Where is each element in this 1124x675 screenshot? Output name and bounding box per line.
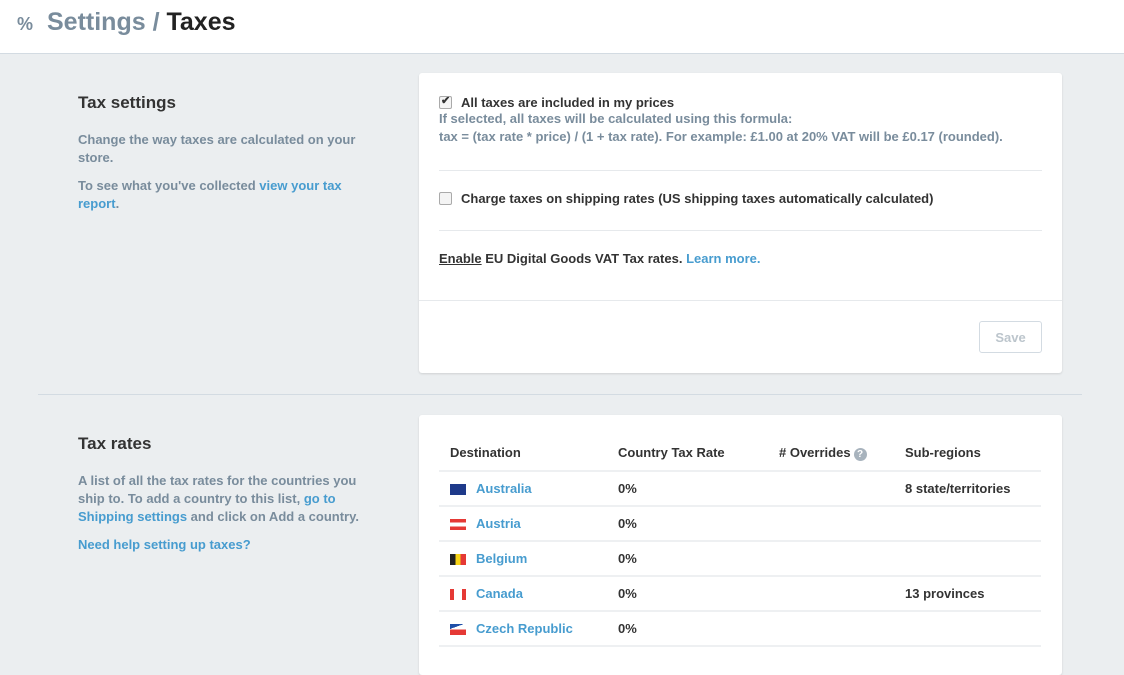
divider [439, 230, 1042, 231]
help-icon[interactable]: ? [853, 447, 867, 461]
included-label[interactable]: All taxes are included in my prices [461, 95, 675, 110]
collected-prefix: To see what you've collected [78, 178, 260, 193]
country-link[interactable]: Belgium [476, 551, 528, 566]
destination-cell: Canada [439, 576, 607, 612]
table-row: Canada 0% 13 provinces [439, 576, 1041, 612]
country-link[interactable]: Czech Republic [476, 621, 573, 636]
save-button[interactable]: Save [979, 321, 1042, 353]
breadcrumb-separator: / [152, 8, 160, 36]
subregions-cell [894, 541, 1041, 577]
option-shipping: Charge taxes on shipping rates (US shipp… [439, 191, 1042, 206]
rate-cell: 0% [607, 471, 768, 507]
help-taxes-link[interactable]: Need help setting up taxes? [78, 537, 251, 552]
flag-icon [450, 589, 466, 601]
flag-icon [450, 554, 466, 566]
rate-cell: 0% [607, 611, 768, 647]
shipping-label[interactable]: Charge taxes on shipping rates (US shipp… [461, 191, 934, 206]
desc-suffix: and click on Add a country. [187, 509, 359, 524]
rate-cell: 0% [607, 576, 768, 612]
option-eu: Enable EU Digital Goods VAT Tax rates. L… [439, 251, 1042, 266]
included-help-1: If selected, all taxes will be calculate… [439, 111, 793, 126]
col-subregions: Sub-regions [894, 435, 1041, 472]
desc-prefix: A list of all the tax rates for the coun… [78, 473, 357, 506]
country-link[interactable]: Australia [476, 481, 532, 496]
rate-cell: 0% [607, 541, 768, 577]
table-row: Australia 0% 8 state/territories [439, 471, 1041, 507]
eu-text: EU Digital Goods VAT Tax rates. [481, 251, 687, 266]
view-tax-report-link[interactable]: view your tax report [78, 178, 342, 211]
percent-icon: % [17, 14, 34, 34]
section-desc: Change the way taxes are calculated on y… [78, 132, 356, 165]
included-checkbox[interactable] [439, 94, 452, 109]
tax-rates-desc: A list of all the tax rates for the coun… [78, 472, 368, 526]
subregions-cell: 13 provinces [894, 576, 1041, 612]
overrides-cell [768, 576, 894, 612]
section-title: Tax rates [78, 434, 152, 453]
tax-rates-description: Tax rates A list of all the tax rates fo… [78, 433, 368, 564]
rate-cell: 0% [607, 506, 768, 542]
col-rate: Country Tax Rate [607, 435, 768, 472]
breadcrumb-settings[interactable]: Settings [47, 8, 146, 36]
enable-eu-link[interactable]: Enable [439, 251, 482, 266]
tax-settings-description: Tax settings Change the way taxes are ca… [78, 92, 368, 223]
overrides-cell [768, 471, 894, 507]
country-link[interactable]: Canada [476, 586, 523, 601]
destination-cell: Belgium [439, 541, 607, 577]
shipping-checkbox[interactable] [439, 192, 452, 205]
page-title: Settings / Taxes [47, 8, 236, 37]
page-header: % Settings / Taxes [0, 0, 1124, 54]
divider [439, 170, 1042, 171]
overrides-cell [768, 541, 894, 577]
learn-more-link[interactable]: Learn more. [686, 251, 761, 266]
flag-icon [450, 624, 466, 636]
flag-icon [450, 519, 466, 531]
breadcrumb-current: Taxes [166, 8, 236, 36]
shipping-settings-link[interactable]: go to Shipping settings [78, 491, 336, 524]
flag-icon [450, 484, 466, 496]
tax-settings-card: All taxes are included in my prices If s… [419, 73, 1062, 373]
table-row: Belgium 0% [439, 541, 1041, 577]
overrides-cell [768, 506, 894, 542]
table-row: Austria 0% [439, 506, 1041, 542]
destination-cell: Czech Republic [439, 611, 607, 647]
tax-rates-card: Destination Country Tax Rate # Overrides… [419, 415, 1062, 675]
divider [419, 300, 1062, 301]
overrides-cell [768, 611, 894, 647]
table-row: Czech Republic 0% [439, 611, 1041, 647]
collected-suffix: . [115, 196, 120, 211]
option-included: All taxes are included in my prices If s… [439, 94, 1042, 146]
subregions-cell [894, 506, 1041, 542]
tax-rates-table: Destination Country Tax Rate # Overrides… [439, 435, 1041, 647]
overrides-label: # Overrides [779, 444, 851, 460]
subregions-cell [894, 611, 1041, 647]
included-help-2: tax = (tax rate * price) / (1 + tax rate… [439, 129, 1003, 144]
col-overrides: # Overrides? [768, 435, 894, 472]
country-link[interactable]: Austria [476, 516, 521, 531]
col-destination: Destination [439, 435, 607, 472]
subregions-cell: 8 state/territories [894, 471, 1041, 507]
section-divider [38, 394, 1082, 395]
destination-cell: Austria [439, 506, 607, 542]
collected-text: To see what you've collected view your t… [78, 177, 368, 213]
section-title: Tax settings [78, 93, 176, 112]
destination-cell: Australia [439, 471, 607, 507]
